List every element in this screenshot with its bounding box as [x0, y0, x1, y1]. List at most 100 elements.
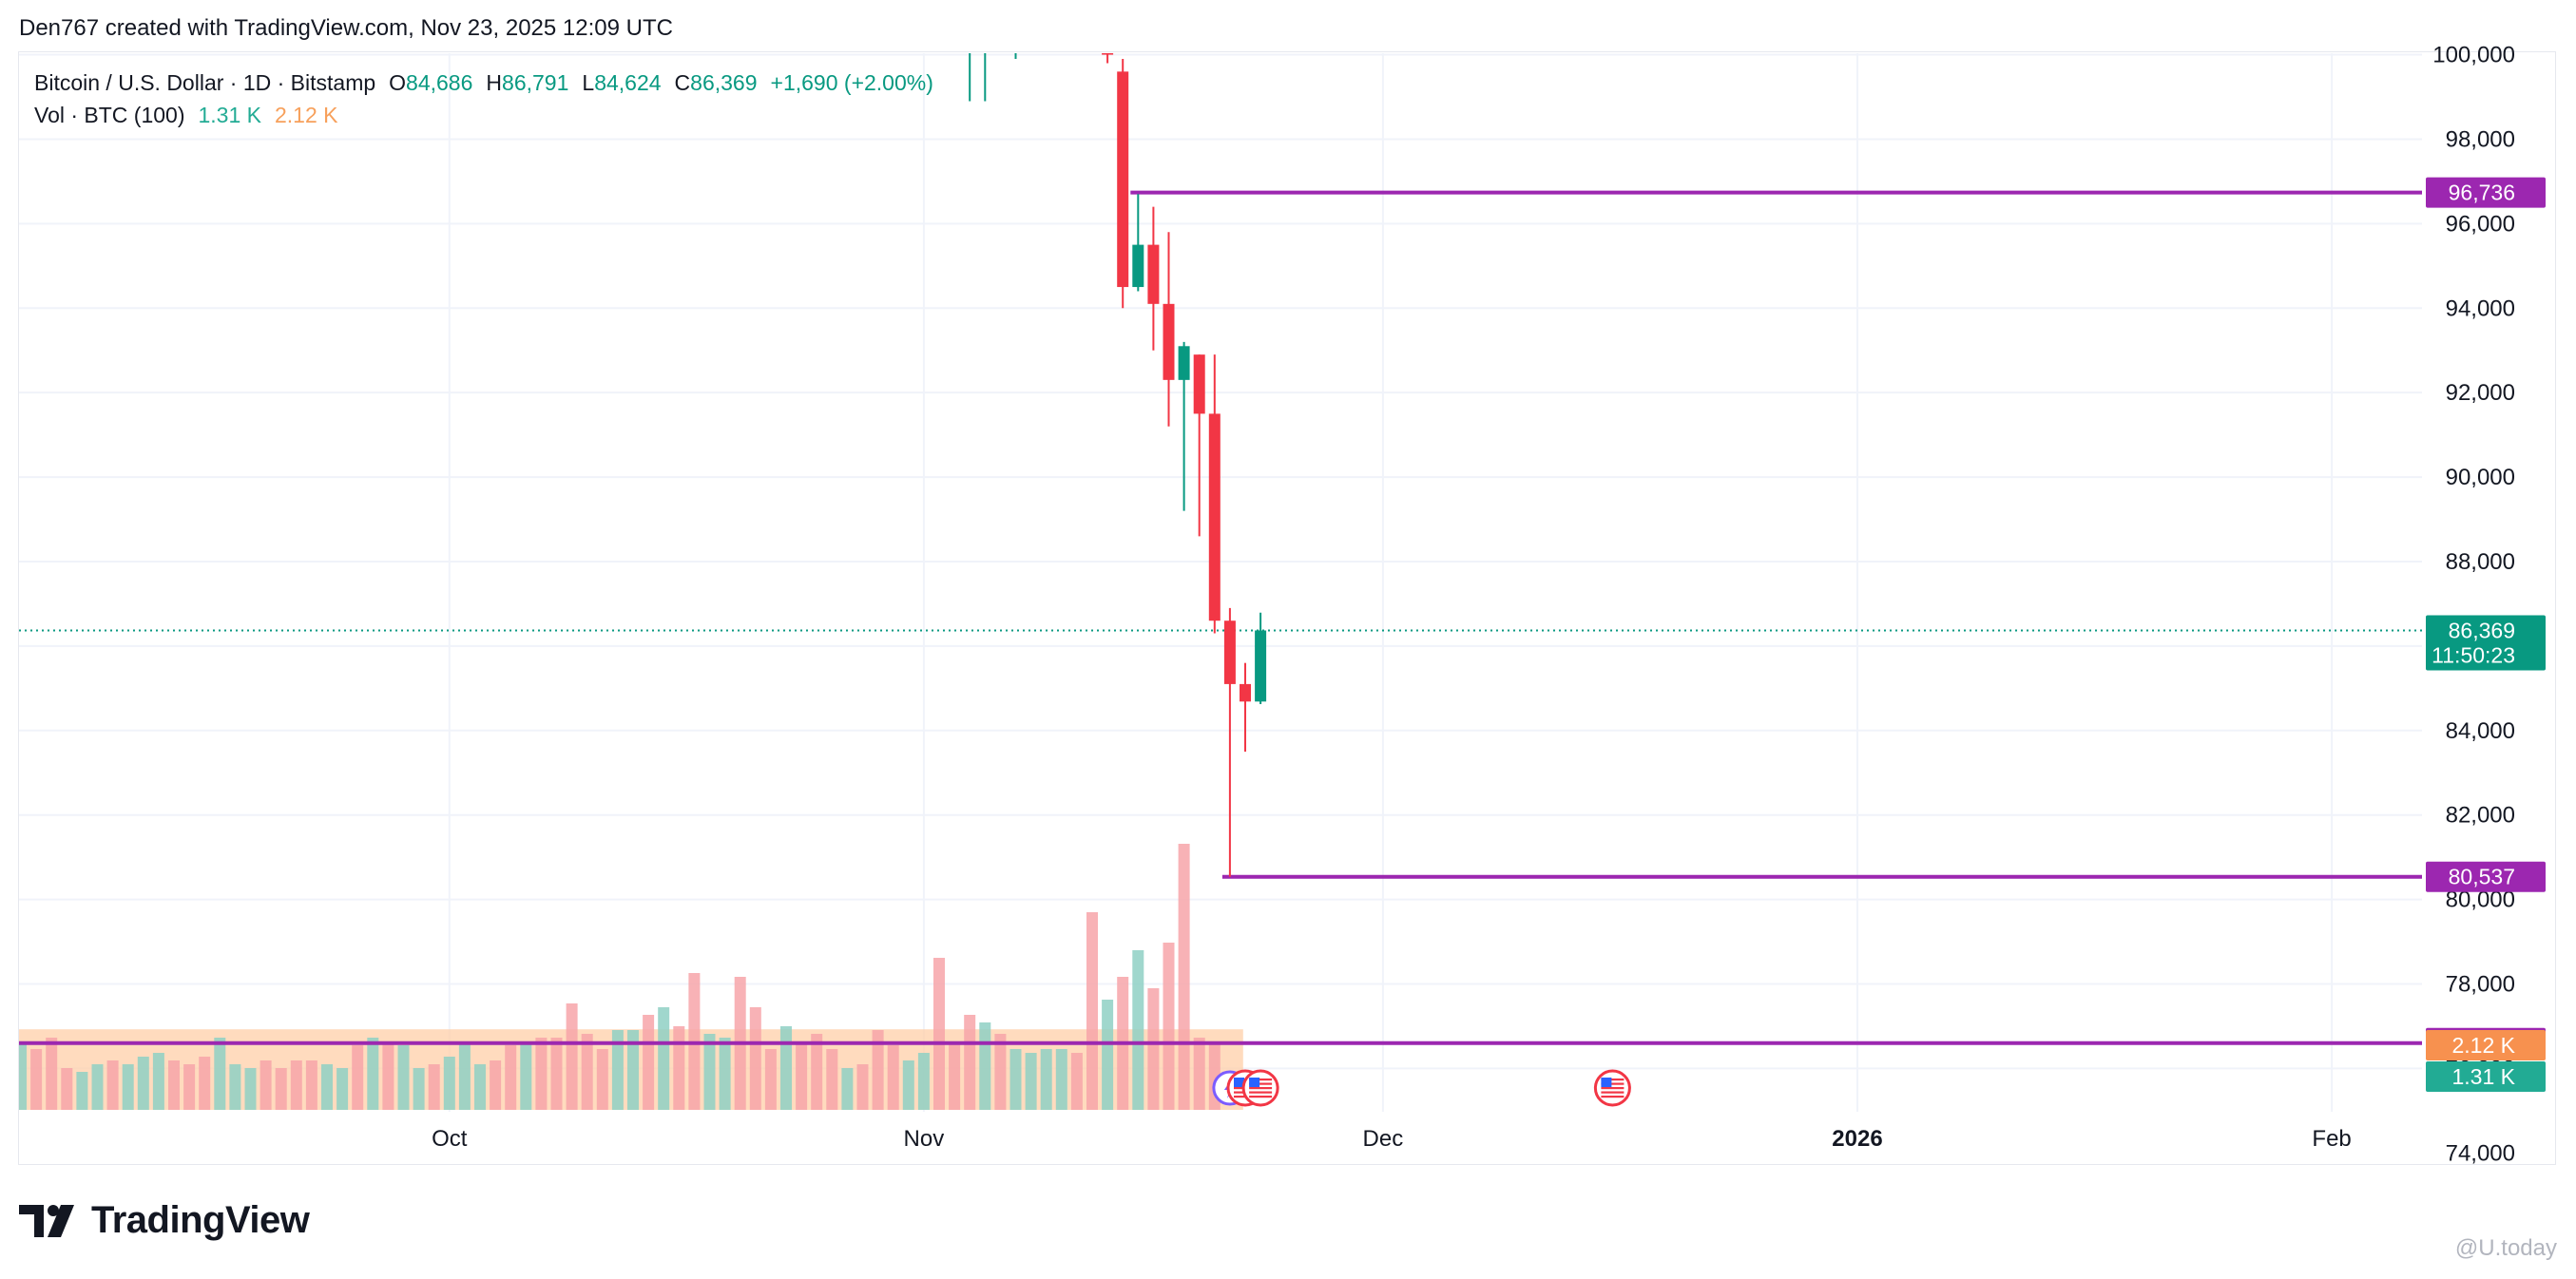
volume-bar: [275, 1068, 287, 1110]
volume-legend-row: Vol · BTC (100) 1.31 K 2.12 K: [34, 99, 933, 131]
volume-bar: [887, 1045, 899, 1110]
volume-bar: [61, 1068, 73, 1110]
y-tick-label: 90,000: [2446, 465, 2515, 490]
candle-body: [1240, 683, 1251, 702]
volume-bar: [596, 1049, 608, 1110]
volume-bar: [535, 1038, 548, 1110]
volume-bar: [367, 1038, 379, 1110]
watermark: @U.today: [2454, 1235, 2557, 1261]
volume-bar: [673, 1026, 685, 1110]
us-flag-icon: [1601, 1096, 1624, 1098]
x-tick-label: 2026: [1832, 1126, 1882, 1152]
volume-bar: [30, 1049, 43, 1110]
tradingview-logo-icon: [19, 1204, 74, 1237]
volume-bar: [550, 1038, 563, 1110]
us-flag-icon: [1601, 1091, 1624, 1094]
volume-bar: [1178, 844, 1190, 1110]
volume-value: 1.31 K: [198, 103, 262, 127]
volume-bar: [214, 1038, 226, 1110]
volume-bar: [1025, 1053, 1037, 1110]
volume-bar: [1070, 1053, 1083, 1110]
plot-area[interactable]: [13, 0, 2422, 1153]
volume-bar: [749, 1007, 761, 1110]
volume-bar: [917, 1053, 930, 1110]
volume-bar: [902, 1060, 914, 1110]
volume-bar: [443, 1057, 455, 1110]
last-price-tag-text: 86,369: [2449, 618, 2515, 642]
us-flag-icon: [1601, 1078, 1612, 1087]
volume-bar: [397, 1045, 410, 1110]
us-flag-icon: [1249, 1096, 1273, 1098]
volume-bar: [336, 1068, 349, 1110]
x-tick-label: Dec: [1363, 1126, 1404, 1152]
candle-body: [1193, 354, 1205, 414]
chart-frame: [18, 51, 2556, 1165]
us-flag-icon: [1601, 1079, 1624, 1081]
volume-bar: [520, 1041, 532, 1110]
level-price-tag[interactable]: [2426, 177, 2546, 208]
level-price-tag[interactable]: [2426, 861, 2546, 892]
volume-bar: [566, 1003, 578, 1110]
candle-body: [1255, 630, 1267, 702]
volume-bar: [458, 1041, 471, 1110]
volume-bar: [1193, 1038, 1205, 1110]
y-tick-label: 88,000: [2446, 549, 2515, 575]
volume-bar: [1147, 988, 1160, 1110]
volume-bar: [979, 1022, 991, 1110]
us-flag-icon: [1249, 1078, 1260, 1087]
x-tick-label: Oct: [432, 1126, 468, 1152]
y-tick-label: 84,000: [2446, 718, 2515, 744]
volume-bar: [505, 1045, 517, 1110]
volume-bar: [168, 1060, 180, 1110]
volume-tag[interactable]: [2426, 1061, 2546, 1092]
us-flag-icon: [1249, 1091, 1273, 1094]
volume-bar: [122, 1064, 134, 1110]
volume-bar: [152, 1053, 164, 1110]
volume-bar: [719, 1038, 731, 1110]
volume-bar: [611, 1030, 624, 1110]
volume-bar: [703, 1034, 716, 1110]
volume-bar: [91, 1064, 104, 1110]
volume-bar: [1009, 1049, 1022, 1110]
candle-body: [979, 0, 990, 12]
high-value: 86,791: [502, 70, 569, 95]
level-price-tag-text: 80,537: [2449, 865, 2515, 889]
y-tick-label: 74,000: [2446, 1140, 2515, 1166]
volume-ma-tag-text: 2.12 K: [2452, 1033, 2516, 1058]
close-label: C: [674, 70, 691, 95]
volume-bar: [872, 1030, 884, 1110]
volume-bar: [933, 958, 945, 1110]
last-price-tag[interactable]: [2426, 615, 2546, 671]
low-label: L: [582, 70, 595, 95]
volume-bar: [1102, 1000, 1114, 1110]
us-flag-icon: [1249, 1082, 1273, 1085]
us-flag-icon: [1249, 1079, 1273, 1081]
candle-body: [1208, 413, 1221, 621]
y-tick-label: 98,000: [2446, 126, 2515, 152]
y-tick-label: 94,000: [2446, 296, 2515, 321]
x-tick-label: Nov: [904, 1126, 945, 1152]
volume-bar: [183, 1064, 196, 1110]
high-label: H: [486, 70, 503, 95]
y-tick-label: 78,000: [2446, 972, 2515, 998]
open-value: 84,686: [406, 70, 473, 95]
open-label: O: [389, 70, 407, 95]
symbol-title[interactable]: Bitcoin / U.S. Dollar · 1D · Bitstamp: [34, 70, 376, 95]
volume-ma-tag[interactable]: [2426, 1030, 2546, 1060]
candle-body: [1102, 53, 1114, 55]
volume-bar: [658, 1007, 670, 1110]
volume-bar: [1055, 1049, 1067, 1110]
volume-bar: [321, 1064, 333, 1110]
volume-bar: [964, 1015, 976, 1110]
x-tick-label: Feb: [2312, 1126, 2351, 1152]
volume-title[interactable]: Vol · BTC (100): [34, 103, 185, 127]
low-value: 84,624: [594, 70, 662, 95]
y-tick-label: 100,000: [2432, 43, 2515, 68]
last-price-tag-countdown: 11:50:23: [2432, 642, 2515, 667]
volume-bar: [106, 1060, 119, 1110]
volume-bar: [305, 1060, 317, 1110]
tradingview-logo[interactable]: TradingView: [19, 1199, 310, 1242]
